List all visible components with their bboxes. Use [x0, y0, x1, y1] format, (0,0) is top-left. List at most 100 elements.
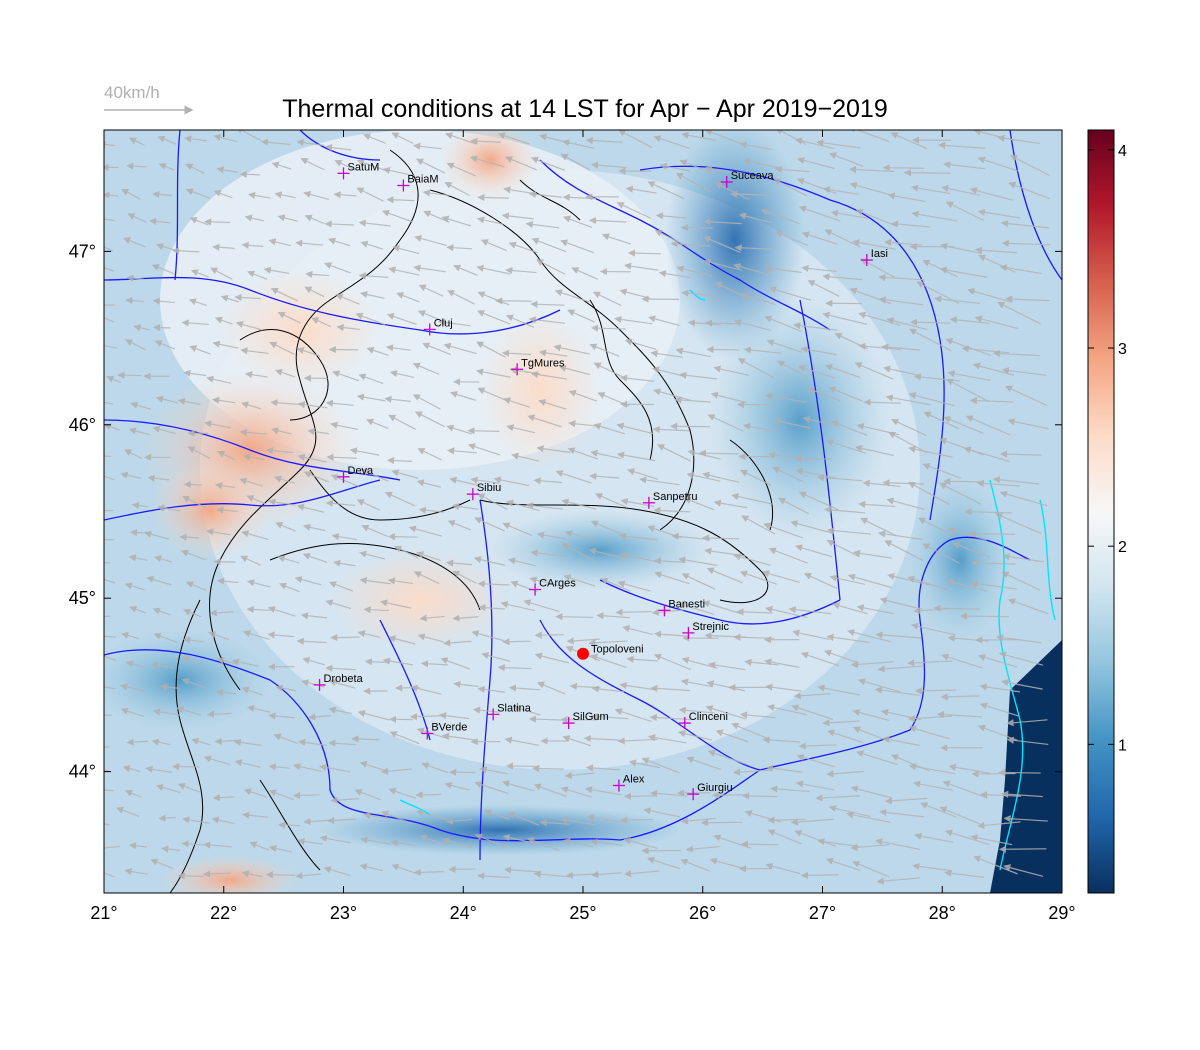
- wind-arrow: [793, 322, 838, 331]
- wind-arrow: [830, 209, 868, 219]
- wind-arrow: [777, 360, 809, 379]
- station-label: Sanpetru: [653, 491, 698, 503]
- wind-arrow: [104, 789, 115, 792]
- wind-arrow: [977, 208, 1021, 219]
- wind-arrow: [449, 476, 479, 486]
- wind-arrow: [277, 311, 301, 324]
- wind-arrow: [471, 630, 504, 642]
- wind-arrow: [360, 240, 384, 250]
- wind-arrow: [412, 362, 440, 375]
- wind-arrow: [151, 661, 175, 669]
- station: Sibiu: [466, 482, 501, 501]
- wind-arrow: [128, 137, 145, 146]
- wind-arrow: [503, 397, 530, 408]
- wind-arrow: [477, 493, 508, 511]
- wind-arrow: [359, 550, 386, 560]
- wind-arrow: [528, 715, 566, 723]
- wind-arrow: [585, 136, 623, 145]
- wind-arrow: [152, 324, 171, 332]
- wind-arrow: [182, 496, 206, 509]
- wind-arrow: [274, 475, 295, 484]
- wind-arrow: [104, 475, 115, 481]
- wind-arrow: [795, 780, 835, 791]
- wind-arrow: [790, 520, 834, 534]
- wind-arrow: [998, 845, 1047, 853]
- wind-arrow: [277, 214, 298, 222]
- wind-arrow: [241, 241, 264, 249]
- wind-arrow: [190, 269, 209, 278]
- wind-arrow: [879, 808, 925, 818]
- wind-arrow: [943, 477, 984, 485]
- wind-arrow: [104, 635, 116, 638]
- wind-arrow: [918, 517, 954, 536]
- wind-arrow: [419, 614, 445, 622]
- wind-arrow: [1001, 571, 1041, 591]
- colorbar-tick-label: 2: [1118, 539, 1127, 556]
- wind-arrow: [822, 719, 860, 727]
- wind-arrow: [116, 806, 140, 817]
- wind-arrow: [863, 398, 901, 406]
- station-label: Clinceni: [689, 711, 728, 723]
- wind-arrow: [675, 172, 712, 193]
- wind-arrow: [472, 706, 500, 714]
- wind-arrow: [268, 238, 291, 247]
- wind-arrow: [652, 425, 690, 434]
- wind-arrow: [385, 344, 411, 352]
- wind-arrow: [301, 679, 325, 688]
- wind-arrow: [389, 370, 415, 379]
- wind-arrow: [437, 318, 471, 327]
- wind-arrow: [734, 244, 775, 252]
- wind-arrow: [816, 474, 863, 482]
- wind-arrow: [213, 133, 238, 143]
- wind-arrow: [302, 552, 328, 564]
- wind-arrow: [152, 607, 171, 616]
- wind-arrow: [296, 347, 321, 357]
- wind-arrow: [106, 375, 121, 384]
- wind-arrow: [104, 455, 112, 457]
- wind-arrow: [761, 570, 800, 584]
- wind-arrow: [265, 871, 296, 879]
- wind-arrow: [334, 160, 356, 171]
- wind-arrow: [618, 130, 653, 149]
- wind-arrow: [600, 577, 631, 592]
- wind-arrow: [181, 656, 203, 666]
- wind-arrow: [104, 615, 111, 618]
- wind-arrow: [530, 300, 565, 308]
- wind-arrow: [360, 836, 391, 845]
- wind-arrow: [1004, 385, 1048, 407]
- wind-arrow: [623, 792, 657, 800]
- wind-arrow: [204, 218, 231, 226]
- wind-arrow: [269, 341, 295, 355]
- wind-arrow: [564, 530, 595, 540]
- map-frame-ticks: [103, 130, 1063, 893]
- station: TgMures: [511, 357, 565, 376]
- wind-arrow: [596, 612, 631, 620]
- wind-arrow: [181, 678, 209, 690]
- wind-arrow: [382, 657, 414, 666]
- wind-arrow: [678, 706, 715, 714]
- wind-arrow: [969, 580, 1017, 590]
- station-label: BaiaM: [407, 173, 438, 185]
- wind-arrow: [653, 388, 692, 401]
- wind-arrow: [477, 872, 510, 880]
- wind-arrow: [127, 213, 147, 223]
- wind-arrow: [446, 447, 477, 455]
- wind-arrow: [943, 416, 984, 434]
- wind-arrow: [392, 244, 420, 255]
- wind-arrow: [120, 707, 145, 717]
- wind-arrow: [858, 342, 901, 351]
- wind-arrow: [567, 309, 596, 323]
- lat-tick-label: 47°: [69, 241, 96, 261]
- wind-arrow: [177, 783, 200, 793]
- wind-arrow: [502, 522, 532, 536]
- wind-arrow: [890, 132, 928, 150]
- wind-arrow: [212, 243, 235, 251]
- wind-arrow: [295, 239, 324, 247]
- wind-arrow: [625, 185, 657, 194]
- wind-arrow: [860, 517, 897, 537]
- wind-arrow: [922, 543, 960, 564]
- wind-arrow: [270, 399, 301, 407]
- wind-arrow: [564, 771, 595, 779]
- wind-arrow: [701, 534, 740, 542]
- wind-arrow: [388, 787, 417, 799]
